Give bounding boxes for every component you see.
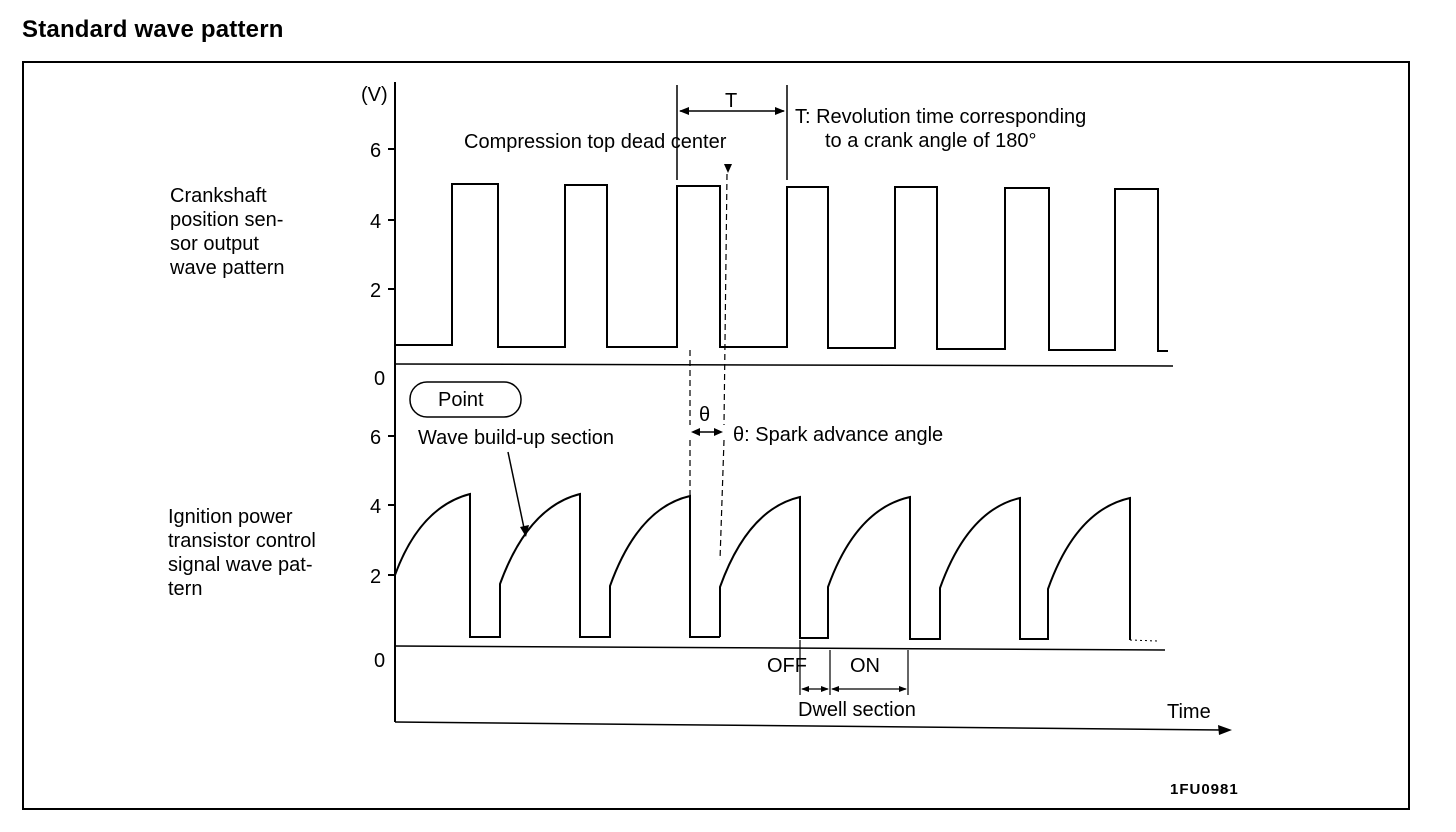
crank-label-line1: Crankshaft	[170, 185, 267, 207]
period-note-line1: T: Revolution time corresponding	[795, 106, 1086, 128]
ignition-tick-marks	[388, 435, 395, 576]
point-label: Point	[438, 389, 484, 411]
ignition-wave-tail	[1129, 639, 1158, 642]
off-arrow-left	[801, 686, 809, 692]
theta-note: θ: Spark advance angle	[733, 424, 943, 446]
theta-arrow-right	[714, 428, 723, 436]
ignition-wave	[394, 492, 1131, 640]
crank-label: Crankshaft position sen- sor output wave…	[169, 185, 289, 279]
crank-tick-0: 0	[374, 368, 385, 390]
buildup-label: Wave build-up section	[418, 427, 614, 449]
ignition-label-line1: Ignition power	[168, 506, 293, 528]
period-note-line2: to a crank angle of 180°	[825, 130, 1036, 152]
ignition-label: Ignition power transistor control signal…	[168, 506, 321, 600]
ignition-tick-2: 2	[370, 566, 381, 588]
buildup-leader	[507, 451, 525, 529]
tdc-dashed-line-lower	[719, 439, 725, 561]
crank-tick-6: 6	[370, 140, 381, 162]
on-label: ON	[850, 655, 880, 677]
tdc-marker-icon	[724, 164, 732, 173]
theta-symbol: θ	[699, 404, 710, 426]
time-axis-arrow	[1218, 725, 1232, 735]
crank-tick-4: 4	[370, 211, 381, 233]
off-label: OFF	[767, 655, 807, 677]
ignition-tick-0: 0	[374, 650, 385, 672]
crank-label-line2: position sen-	[170, 209, 283, 231]
on-arrow-right	[899, 686, 907, 692]
off-arrow-right	[821, 686, 829, 692]
unit-label: (V)	[361, 84, 388, 106]
crank-label-line4: wave pattern	[169, 257, 285, 279]
ignition-zero-line	[394, 645, 1166, 651]
time-label: Time	[1167, 701, 1211, 723]
buildup-arrow-head	[520, 525, 529, 537]
compression-label: Compression top dead center	[464, 131, 727, 153]
ignition-label-line3: signal wave pat-	[168, 554, 313, 576]
on-arrow-left	[831, 686, 839, 692]
point-badge	[409, 381, 522, 418]
theta-arrow-left	[691, 428, 700, 436]
crank-wave	[395, 183, 1168, 352]
diagram-frame	[22, 61, 1410, 810]
dwell-label: Dwell section	[798, 699, 916, 721]
crank-tick-2: 2	[370, 280, 381, 302]
tdc-dashed-line	[723, 173, 728, 426]
ignition-tick-4: 4	[370, 496, 381, 518]
ignition-label-line4: tern	[168, 578, 202, 600]
period-arrow-left	[679, 107, 689, 115]
crank-label-line3: sor output	[170, 233, 259, 255]
period-arrow-right	[775, 107, 785, 115]
period-symbol: T	[725, 90, 737, 112]
crank-tick-marks	[388, 148, 395, 290]
time-axis	[394, 721, 1223, 731]
figure-code: 1FU0981	[1170, 781, 1239, 798]
ignition-tick-6: 6	[370, 427, 381, 449]
ignition-label-line2: transistor control	[168, 530, 316, 552]
crank-zero-line	[394, 363, 1174, 367]
page-title: Standard wave pattern	[22, 16, 284, 43]
